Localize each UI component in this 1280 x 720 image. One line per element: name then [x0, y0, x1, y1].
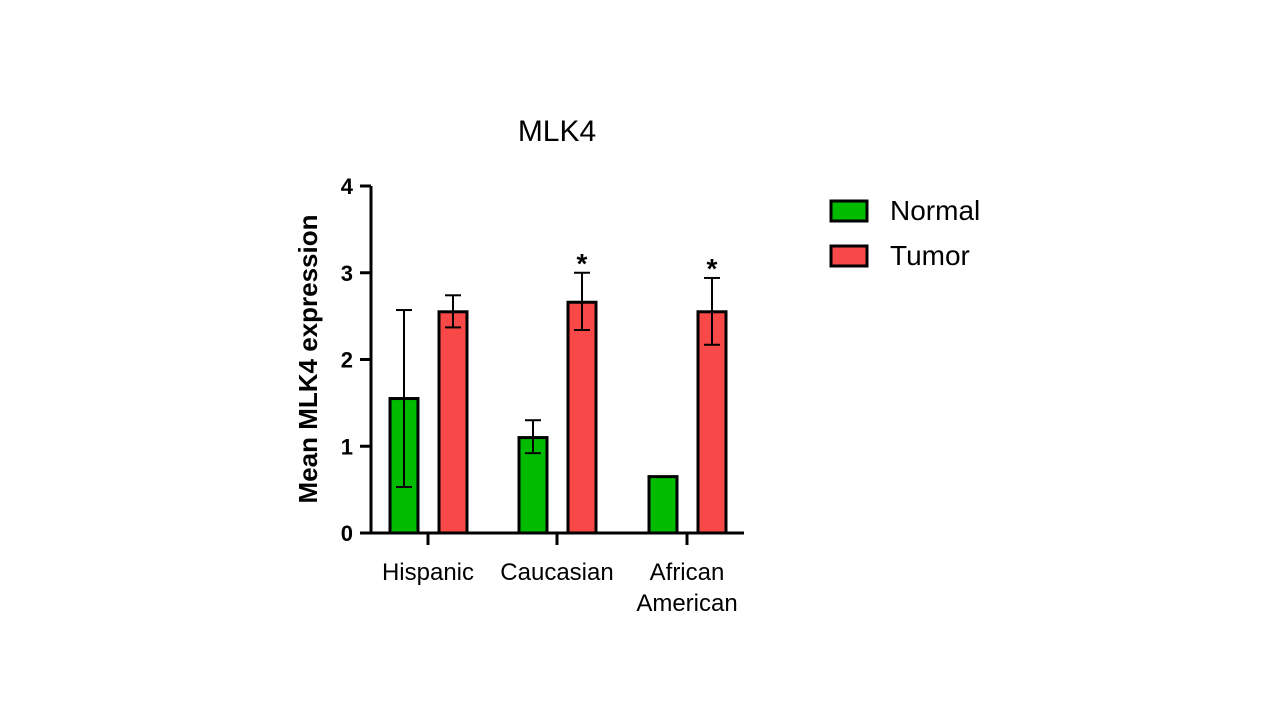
x-axis: Hispanic Caucasian African American	[369, 531, 744, 617]
bar-tumor	[437, 310, 469, 535]
significance-marker: *	[707, 253, 718, 284]
legend-swatch-tumor	[829, 244, 869, 268]
legend-label-normal: Normal	[890, 195, 980, 226]
bars: * *	[388, 248, 728, 535]
y-tick-label: 2	[341, 348, 353, 373]
y-tick-label: 1	[341, 434, 353, 459]
x-tick-label: Hispanic	[382, 559, 474, 586]
y-axis: 0 1 2 3 4	[341, 174, 373, 546]
x-tick-label: African American	[636, 559, 737, 617]
y-tick-label: 3	[341, 261, 353, 286]
chart-title: MLK4	[518, 115, 596, 148]
x-tick-label: Caucasian	[500, 559, 613, 586]
bar-tumor	[566, 300, 598, 535]
bar-normal	[647, 475, 679, 535]
y-tick-label: 0	[341, 521, 353, 546]
bar-tumor	[696, 310, 728, 535]
y-axis-label: Mean MLK4 expression	[293, 215, 323, 504]
y-tick-label: 4	[341, 174, 354, 199]
legend-label-tumor: Tumor	[890, 240, 970, 271]
legend-swatch-normal	[829, 199, 869, 223]
legend: Normal Tumor	[829, 195, 980, 271]
significance-marker: *	[577, 248, 588, 279]
